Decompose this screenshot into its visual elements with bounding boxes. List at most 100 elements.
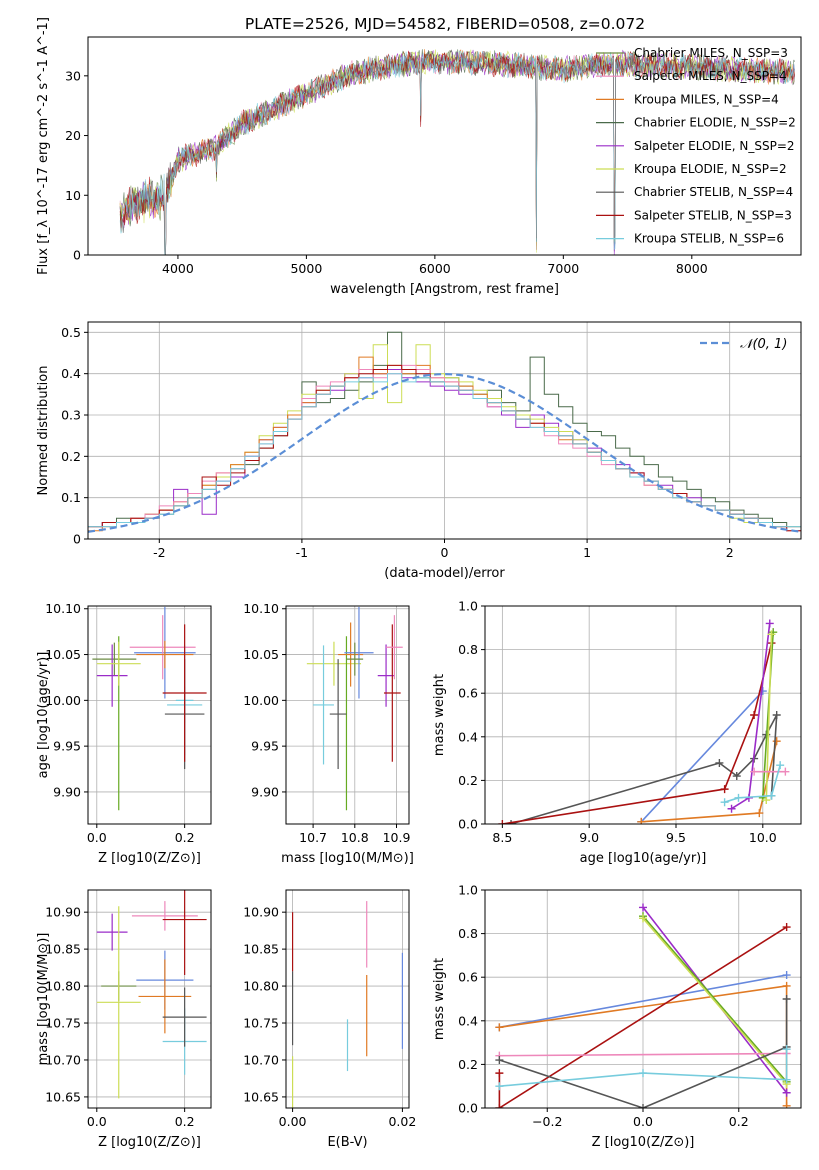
- y-tick-label: 10.85: [243, 942, 279, 957]
- x-axis-label: mass [log10(M/M⊙)]: [281, 851, 414, 866]
- weight-point-marker: [732, 772, 741, 781]
- y-tick-label: 30: [65, 68, 81, 83]
- y-tick-label: 10.65: [45, 1089, 81, 1104]
- x-tick-label: 9.5: [666, 830, 686, 845]
- y-tick-label: 1.0: [458, 599, 478, 614]
- weight-point-marker: [782, 1101, 791, 1108]
- x-tick-label: 10.0: [749, 830, 777, 845]
- y-tick-label: 0.2: [458, 1057, 478, 1072]
- weight-point-marker: [750, 767, 759, 776]
- y-tick-label: 0.2: [61, 449, 81, 464]
- y-tick-label: 0.2: [458, 773, 478, 788]
- weight-point-marker: [507, 820, 516, 824]
- legend-label: 𝒩(0, 1): [740, 337, 787, 352]
- weight-point-marker: [782, 923, 791, 932]
- y-tick-label: 10.00: [243, 693, 279, 708]
- error-bar-point: [96, 644, 128, 707]
- error-bar-point: [96, 906, 141, 1099]
- y-tick-label: 0.8: [458, 926, 478, 941]
- weight-point-marker: [720, 785, 729, 794]
- plot-area-weight-vs-age: [498, 619, 790, 824]
- error-bar-point: [162, 624, 207, 762]
- weight-series-line: [499, 1052, 787, 1057]
- chart-mass-vs-ebv: 0.00 0.02 10.65 10.70 10.75 10.80 10.85 10.90 E(…: [243, 889, 416, 1150]
- chart-age-vs-Z: 0.0 0.2 9.90 9.95 10.00 10.05 10.10 Z [log10(Z/…: [36, 601, 212, 866]
- axes-frame: [285, 889, 410, 1109]
- x-tick-label: −0.2: [532, 1114, 562, 1129]
- y-axis-label: Flux [f_λ 10^-17 erg cm^-2 s^-1 A^-1]: [36, 17, 51, 275]
- x-tick-label: 5000: [290, 261, 322, 276]
- x-axis-label: E(B-V): [327, 1135, 367, 1150]
- legend-label: Chabrier MILES, N_SSP=3: [634, 46, 788, 60]
- error-bar-point: [306, 641, 362, 686]
- y-tick-label: 0.4: [458, 1013, 478, 1028]
- chart-spectrum: Chabrier MILES, N_SSP=3 Salpeter MILES, N…: [36, 17, 802, 297]
- y-tick-label: 10.90: [243, 905, 279, 920]
- weight-point-marker: [639, 903, 647, 912]
- weight-point-marker: [781, 767, 790, 776]
- axes-frame: [484, 605, 802, 825]
- x-tick-label: 0.00: [279, 1114, 307, 1129]
- legend-label: Kroupa MILES, N_SSP=4: [634, 92, 779, 106]
- axes-frame: [87, 36, 802, 256]
- histogram-series-step: [88, 373, 801, 528]
- x-tick-label: 9.0: [579, 830, 599, 845]
- legend-label: Salpeter STELIB, N_SSP=3: [634, 208, 792, 222]
- y-tick-label: 10.75: [243, 1016, 279, 1031]
- x-axis-label: Z [log10(Z/Z⊙)]: [592, 1135, 695, 1150]
- x-tick-label: 0.0: [633, 1114, 653, 1129]
- y-tick-label: 9.95: [53, 739, 81, 754]
- spectrum-series-line: [119, 50, 795, 255]
- legend-label: Chabrier STELIB, N_SSP=4: [634, 185, 793, 199]
- y-tick-label: 10.10: [243, 601, 279, 616]
- y-tick-label: 0.4: [458, 729, 478, 744]
- x-tick-label: 4000: [162, 261, 194, 276]
- legend-label: Salpeter MILES, N_SSP=4: [634, 69, 787, 83]
- x-tick-label: 6000: [419, 261, 451, 276]
- x-axis-label: age [log10(age/yr)]: [580, 851, 707, 866]
- weight-point-marker: [767, 791, 776, 800]
- plot-area-weight-vs-Z: [495, 903, 791, 1108]
- weight-point-marker: [772, 711, 781, 719]
- weight-point-marker: [639, 1069, 647, 1078]
- y-tick-label: 0: [73, 248, 81, 263]
- y-tick-label: 1.0: [458, 883, 478, 898]
- error-bar-point: [346, 642, 364, 676]
- y-tick-label: 10.05: [45, 647, 81, 662]
- weight-series-line: [499, 1049, 788, 1087]
- y-tick-label: 0.3: [61, 408, 81, 423]
- error-bar-point: [162, 987, 207, 1047]
- error-bar-point: [386, 615, 403, 680]
- x-tick-label: 0.0: [87, 830, 107, 845]
- error-bar-point: [96, 913, 128, 951]
- x-tick-label: 0.02: [388, 1114, 416, 1129]
- x-axis-label: Z [log10(Z/Z⊙)]: [98, 1135, 201, 1150]
- error-bar-point: [162, 890, 207, 975]
- error-bar-point: [313, 645, 334, 765]
- error-bar-point: [136, 640, 194, 669]
- y-tick-label: 10.05: [243, 647, 279, 662]
- x-tick-label: 2: [726, 545, 734, 560]
- y-tick-label: 10.85: [45, 942, 81, 957]
- weight-point-marker: [782, 1045, 791, 1054]
- legend-label: Salpeter ELODIE, N_SSP=2: [634, 139, 795, 153]
- error-bar-point: [329, 659, 347, 770]
- y-tick-label: 0.6: [458, 686, 478, 701]
- normal-curve: [88, 372, 801, 533]
- x-axis-label: (data-model)/error: [384, 566, 505, 581]
- weight-point-marker: [495, 1056, 504, 1065]
- error-bar-point: [92, 642, 137, 676]
- y-axis-label: mass weight: [432, 674, 447, 756]
- y-tick-label: 9.90: [53, 784, 81, 799]
- weight-point-marker: [755, 809, 764, 818]
- weight-point-marker: [495, 1069, 504, 1078]
- x-tick-label: 0.0: [87, 1114, 107, 1129]
- x-tick-label: 10.7: [299, 830, 327, 845]
- residuals-legend: 𝒩(0, 1): [700, 337, 787, 352]
- plot-area-mass-vs-Z: [96, 890, 207, 1099]
- x-tick-label: 1: [583, 545, 591, 560]
- weight-point-marker: [495, 1104, 504, 1108]
- legend-label: Chabrier ELODIE, N_SSP=2: [634, 116, 796, 130]
- chart-residuals: 𝒩(0, 1) -2 -1 0 1 2 0 0.1 0.2 0.3 0.4 0.5 (data-mode…: [36, 321, 802, 581]
